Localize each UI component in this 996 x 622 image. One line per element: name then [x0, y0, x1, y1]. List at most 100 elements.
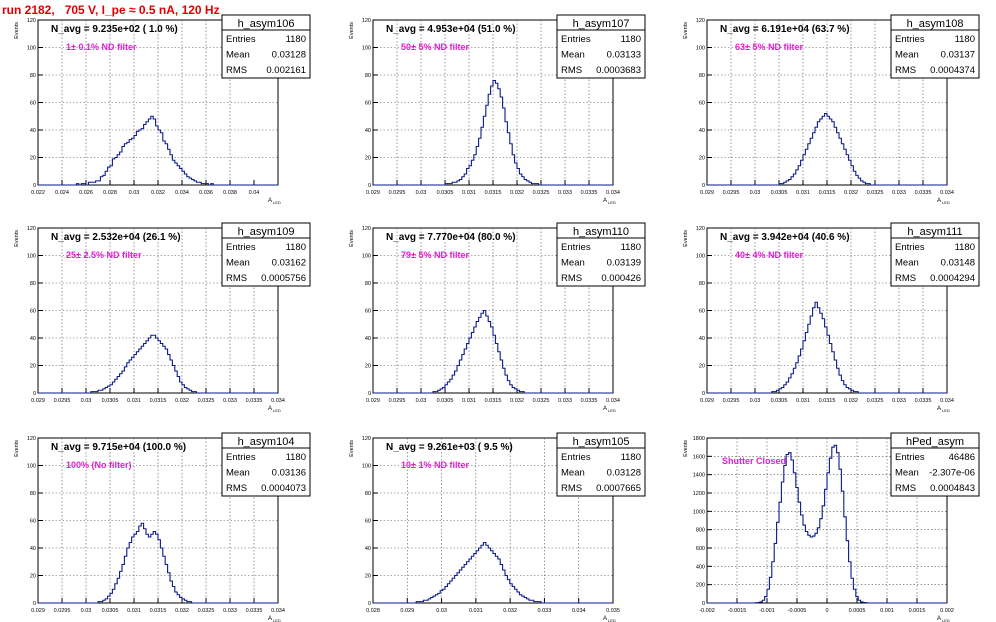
x-tick-label: 0.029 [31, 608, 45, 614]
x-tick-label: 0.0315 [150, 608, 167, 614]
x-tick-label: 0.031 [127, 398, 141, 404]
stats-key: RMS [895, 483, 916, 494]
y-tick-label: 1000 [693, 509, 705, 515]
x-axis-title: A LED [937, 616, 950, 622]
y-tick-label: 0 [368, 183, 371, 189]
stats-box-frame [221, 222, 311, 287]
histogram-line [38, 522, 278, 604]
histogram-panel-h_asym109: 0.029 0.0295 0.03 0.0305 0.031 0.0315 0.032 0.0… [14, 222, 311, 413]
y-tick-label: 40 [30, 336, 36, 342]
y-tick-label: 60 [30, 519, 36, 525]
stats-box-frame [890, 14, 980, 79]
x-axis-title-subscript: LED [608, 200, 616, 205]
stats-value: 0.002161 [266, 65, 306, 76]
x-tick-label: 0.033 [892, 398, 906, 404]
stats-value: -2.307e-06 [929, 468, 975, 479]
stats-key: RMS [226, 273, 247, 284]
y-tick-label: 40 [365, 336, 371, 342]
y-tick-label: 120 [362, 226, 371, 232]
x-axis-title-main: A [603, 406, 607, 412]
stats-key: Entries [895, 452, 925, 463]
x-axis-title: A LED [937, 198, 950, 205]
stats-key: Entries [226, 242, 256, 253]
stats-box: h_asym108 Entries 1180 Mean 0.03137 RMS 0.0004… [890, 14, 980, 79]
histogram-panel-h_asym110: 0.029 0.0295 0.03 0.0305 0.031 0.0315 0.032 0.0… [349, 222, 646, 413]
y-axis-title: Events [349, 440, 355, 457]
y-axis-title: Events [683, 230, 689, 247]
stats-key: RMS [561, 65, 582, 76]
x-tick-label: 0.0335 [915, 398, 932, 404]
y-tick-label: 80 [365, 73, 371, 79]
x-axis-title-main: A [603, 198, 607, 204]
y-tick-label: 100 [362, 254, 371, 260]
x-tick-label: 0.031 [796, 190, 810, 196]
stats-box-title: h_asym105 [573, 436, 630, 448]
y-tick-label: 20 [699, 364, 705, 370]
stats-value: 0.03133 [607, 50, 641, 61]
x-tick-label: 0.034 [606, 190, 620, 196]
x-axis-title-main: A [268, 198, 272, 204]
stats-key: Entries [561, 242, 591, 253]
stats-value: 0.000426 [601, 273, 641, 284]
histogram-line [707, 301, 947, 394]
stats-box: h_asym111 Entries 1180 Mean 0.03148 RMS 0.0004… [890, 222, 980, 287]
x-tick-label: 0.029 [400, 608, 414, 614]
y-tick-label: 1400 [693, 473, 705, 479]
stats-box-frame [890, 432, 980, 497]
x-axis-title: A LED [937, 406, 950, 413]
histogram-panel-h_asym106: 0.022 0.024 0.026 0.028 0.03 0.032 0.034 0.036 0… [14, 14, 311, 205]
stats-value: 0.03128 [607, 468, 641, 479]
x-tick-label: 0.0335 [581, 398, 598, 404]
stats-key: Mean [226, 50, 250, 61]
y-tick-label: 400 [696, 564, 705, 570]
stats-box-title: h_asym106 [238, 18, 295, 30]
x-tick-label: 0.033 [538, 608, 552, 614]
x-tick-label: 0.033 [892, 190, 906, 196]
x-tick-label: 0.031 [469, 608, 483, 614]
x-tick-label: 0.0315 [819, 398, 836, 404]
n-avg-label: N_avg = 9.261e+03 ( 9.5 %) [386, 442, 513, 453]
filter-label: 1± 0.1% ND filter [66, 42, 137, 52]
x-tick-label: 0.032 [510, 398, 524, 404]
y-axis-title: Events [14, 22, 20, 39]
x-tick-label: 0.029 [700, 398, 714, 404]
x-tick-label: 0.0015 [909, 608, 926, 614]
n-avg-label: N_avg = 6.191e+04 (63.7 %) [720, 24, 850, 35]
x-tick-label: 0.03 [436, 608, 447, 614]
stats-box: h_asym105 Entries 1180 Mean 0.03128 RMS 0.0007… [556, 432, 646, 497]
x-tick-label: 0.0295 [723, 398, 740, 404]
y-tick-label: 120 [27, 436, 36, 442]
filter-label: 10± 1% ND filter [401, 460, 469, 470]
x-tick-label: 0.032 [844, 398, 858, 404]
x-tick-label: 0.0315 [150, 398, 167, 404]
histogram-panel-h_asym105: 0.028 0.029 0.03 0.031 0.032 0.033 0.034 0.035 0… [349, 432, 646, 622]
stats-value: 1180 [621, 34, 641, 45]
y-tick-label: 60 [365, 519, 371, 525]
x-tick-label: 0.0315 [485, 190, 502, 196]
stats-value: 0.03162 [272, 258, 306, 269]
y-tick-label: 100 [362, 464, 371, 470]
stats-key: Mean [895, 258, 919, 269]
y-tick-label: 0 [702, 183, 705, 189]
x-tick-label: 0.034 [271, 398, 285, 404]
x-tick-label: 0.001 [880, 608, 894, 614]
n-avg-label: N_avg = 9.235e+02 ( 1.0 %) [51, 24, 178, 35]
stats-value: 0.0007665 [596, 483, 641, 494]
y-axis-title: Events [683, 22, 689, 39]
stats-box: h_asym110 Entries 1180 Mean 0.03139 RMS 0.0004… [556, 222, 646, 287]
x-tick-label: -0.002 [699, 608, 715, 614]
x-tick-label: 0.0315 [819, 190, 836, 196]
y-axis-title: Events [14, 440, 20, 457]
stats-key: Mean [226, 468, 250, 479]
x-tick-label: 0.026 [79, 190, 93, 196]
y-tick-label: 120 [27, 226, 36, 232]
histogram-panel-hPed_asym: -0.002 -0.0015 -0.001 -0.0005 0 0.0005 0.001 0.… [683, 432, 980, 622]
y-tick-label: 60 [30, 101, 36, 107]
y-tick-label: 1600 [693, 454, 705, 460]
stats-value: 0.0003683 [596, 65, 641, 76]
y-axis-title: Events [14, 230, 20, 247]
y-tick-label: 120 [27, 18, 36, 24]
x-axis-title-subscript: LED [273, 618, 281, 622]
stats-box-frame [221, 14, 311, 79]
